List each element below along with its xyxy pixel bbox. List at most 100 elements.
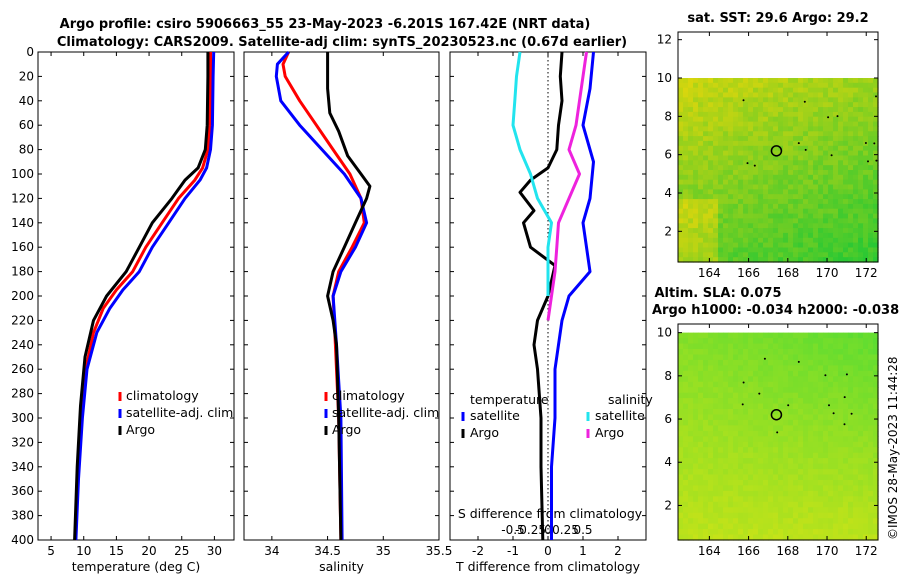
heatmap-cell bbox=[728, 160, 734, 166]
heatmap-cell bbox=[753, 107, 759, 113]
heatmap-cell bbox=[833, 447, 839, 454]
heatmap-cell bbox=[698, 223, 704, 229]
heatmap-cell bbox=[818, 116, 824, 123]
heatmap-cell bbox=[793, 414, 799, 421]
heatmap-cell bbox=[753, 425, 759, 432]
depth-tick-label: 100 bbox=[11, 167, 34, 181]
heatmap-cell bbox=[793, 237, 799, 244]
heatmap-cell bbox=[858, 518, 864, 525]
heatmap-cell bbox=[688, 392, 694, 399]
heatmap-cell bbox=[678, 452, 684, 459]
heatmap-cell bbox=[708, 332, 714, 339]
heatmap-cell bbox=[843, 165, 849, 171]
heatmap-cell bbox=[873, 463, 879, 470]
heatmap-cell bbox=[798, 370, 804, 377]
heatmap-cell bbox=[693, 458, 699, 465]
heatmap-cell bbox=[788, 145, 794, 152]
heatmap-cell bbox=[873, 419, 879, 426]
heatmap-cell bbox=[778, 332, 784, 339]
y-tick-label: 10 bbox=[657, 326, 672, 340]
heatmap-cell bbox=[793, 213, 799, 219]
heatmap-cell bbox=[853, 387, 859, 394]
heatmap-cell bbox=[828, 447, 834, 454]
heatmap-cell bbox=[738, 469, 744, 476]
heatmap-cell bbox=[773, 485, 779, 492]
heatmap-cell bbox=[848, 392, 854, 399]
heatmap-cell bbox=[818, 409, 824, 416]
heatmap-cell bbox=[723, 102, 729, 108]
heatmap-cell bbox=[708, 359, 714, 366]
heatmap-cell bbox=[688, 523, 694, 530]
heatmap-cell bbox=[713, 155, 719, 161]
heatmap-cell bbox=[848, 343, 854, 350]
x-tick-label: 168 bbox=[776, 266, 799, 280]
heatmap-cell bbox=[873, 343, 879, 350]
heatmap-cell bbox=[868, 365, 874, 372]
heatmap-cell bbox=[758, 155, 764, 161]
heatmap-cell bbox=[803, 184, 809, 190]
heatmap-cell bbox=[873, 102, 879, 108]
heatmap-cell bbox=[833, 534, 839, 541]
heatmap-cell bbox=[683, 179, 689, 186]
heatmap-cell bbox=[688, 365, 694, 372]
heatmap-cell bbox=[873, 436, 879, 443]
heatmap-cell bbox=[788, 136, 794, 142]
heatmap-cell bbox=[808, 199, 814, 205]
heatmap-cell bbox=[828, 480, 834, 487]
heatmap-cell bbox=[803, 480, 809, 487]
heatmap-cell bbox=[773, 343, 779, 350]
heatmap-cell bbox=[768, 392, 774, 399]
heatmap-cell bbox=[683, 474, 689, 481]
heatmap-cell bbox=[728, 208, 734, 215]
heatmap-cell bbox=[763, 359, 769, 366]
heatmap-cell bbox=[693, 92, 699, 98]
heatmap-cell bbox=[773, 518, 779, 525]
heatmap-cell bbox=[758, 208, 764, 215]
heatmap-cell bbox=[788, 228, 794, 234]
heatmap-cell bbox=[803, 349, 809, 356]
heatmap-cell bbox=[783, 165, 789, 171]
heatmap-cell bbox=[788, 82, 794, 89]
heatmap-cell bbox=[873, 242, 879, 248]
heatmap-cell bbox=[748, 430, 754, 437]
heatmap-cell bbox=[793, 463, 799, 470]
heatmap-cell bbox=[748, 242, 754, 248]
heatmap-cell bbox=[853, 165, 859, 171]
heatmap-cell bbox=[768, 92, 774, 98]
heatmap-cell bbox=[788, 213, 794, 219]
heatmap-cell bbox=[783, 232, 789, 239]
heatmap-cell bbox=[798, 232, 804, 239]
heatmap-cell bbox=[873, 184, 879, 190]
depth-tick-label: 240 bbox=[11, 338, 34, 352]
heatmap-cell bbox=[758, 252, 764, 258]
heatmap-cell bbox=[738, 165, 744, 171]
heatmap-cell bbox=[848, 338, 854, 345]
heatmap-cell bbox=[698, 381, 704, 388]
heatmap-cell bbox=[718, 97, 724, 103]
heatmap-cell bbox=[688, 518, 694, 525]
heatmap-cell bbox=[728, 507, 734, 514]
heatmap-cell bbox=[758, 87, 764, 94]
x-tick-label: 170 bbox=[816, 544, 839, 558]
heatmap-cell bbox=[828, 436, 834, 443]
heatmap-cell bbox=[858, 343, 864, 350]
heatmap-cell bbox=[823, 194, 829, 200]
heatmap-cell bbox=[848, 414, 854, 421]
heatmap-cell bbox=[843, 359, 849, 366]
heatmap-cell bbox=[688, 458, 694, 465]
heatmap-cell bbox=[773, 463, 779, 470]
heatmap-cell bbox=[863, 463, 869, 470]
heatmap-cell bbox=[753, 174, 759, 181]
heatmap-cell bbox=[843, 228, 849, 234]
heatmap-cell bbox=[823, 126, 829, 132]
plot-frame bbox=[37, 51, 235, 541]
heatmap-cell bbox=[873, 218, 879, 224]
heatmap-cell bbox=[783, 403, 789, 410]
heatmap-cell bbox=[728, 458, 734, 465]
heatmap-cell bbox=[693, 208, 699, 215]
heatmap-cell bbox=[783, 463, 789, 470]
heatmap-cell bbox=[743, 203, 749, 210]
heatmap-cell bbox=[723, 136, 729, 142]
heatmap-cell bbox=[708, 184, 714, 190]
title-line-1: Argo profile: csiro 5906663_55 23-May-20… bbox=[60, 17, 591, 32]
